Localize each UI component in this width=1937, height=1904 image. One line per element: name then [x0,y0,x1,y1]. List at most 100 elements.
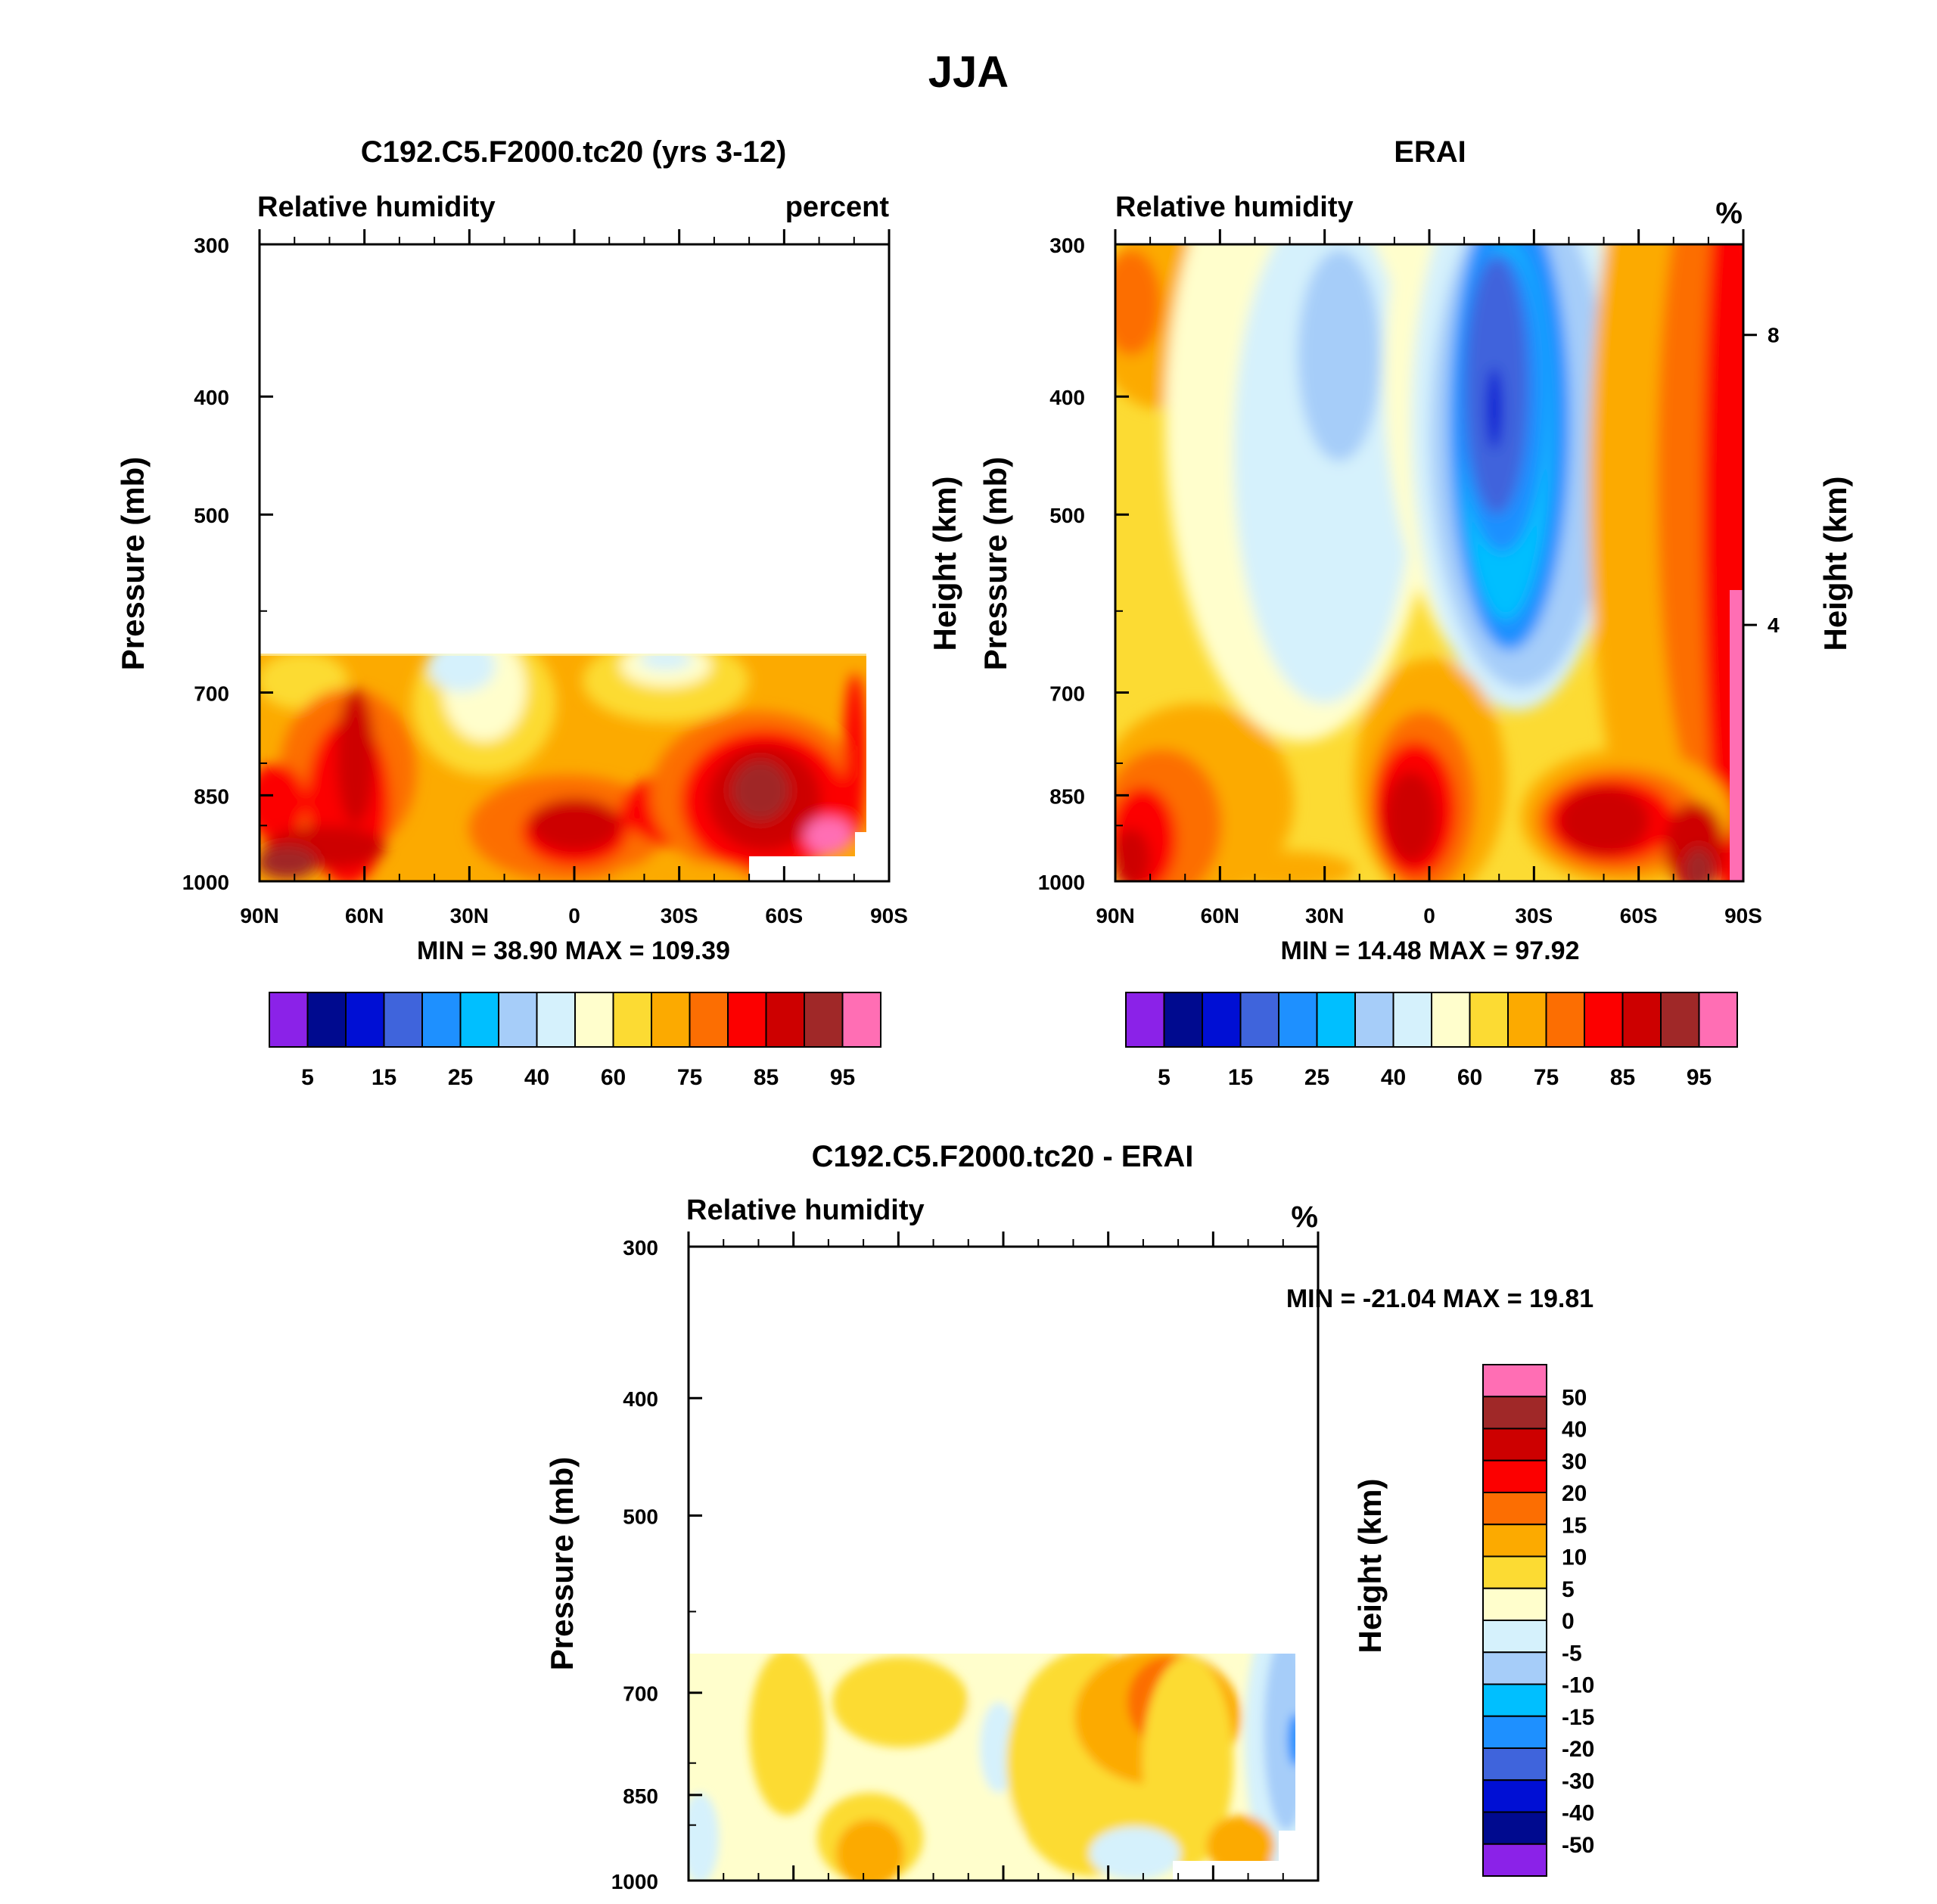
colorbar-label: 15 [1562,1513,1587,1538]
colorbar-box [1482,1779,1547,1813]
colorbar-box [574,992,614,1048]
panel-obs-units: % [1715,197,1743,230]
colorbar-label: -40 [1562,1801,1594,1826]
y-tick-label: 700 [623,1682,658,1706]
x-tick-label: 0 [1423,904,1435,927]
colorbar-label: 25 [1304,1065,1329,1090]
panel-obs-ylabel: Pressure (mb) [978,457,1013,670]
panel-diff-ylabel: Pressure (mb) [544,1457,580,1670]
height-tick-label: 4 [1768,613,1780,637]
colorbar-label: 40 [1381,1065,1406,1090]
y-tick-label: 1000 [611,1870,658,1893]
colorbar-box [727,992,767,1048]
colorbar-box [383,992,423,1048]
diff-contour-field [689,1654,1302,1881]
colorbar-label: 60 [1457,1065,1482,1090]
y-tick-label: 1000 [182,871,229,894]
x-tick-label: 60S [765,904,803,927]
x-tick-label: 60S [1620,904,1658,927]
panel-diff-left-label: Relative humidity [686,1194,925,1226]
x-tick-label: 90N [1096,904,1134,927]
panel-obs-left-label: Relative humidity [1115,191,1354,223]
colorbar-label: 50 [1562,1385,1587,1410]
colorbar-label: 5 [301,1065,314,1090]
panel-diff-units: % [1291,1200,1318,1234]
x-tick-label: 90S [870,904,908,927]
panel-obs-stats: MIN = 14.48 MAX = 97.92 [1281,936,1580,965]
colorbar-box [1482,1459,1547,1493]
panel-obs-xaxis: 90N 60N 30N 0 30S 60S 90S [1096,229,1762,927]
colorbar-label: -10 [1562,1673,1594,1698]
colorbar-label: 5 [1562,1577,1575,1602]
colorbar-label: 75 [677,1065,702,1090]
x-tick-label: 90N [240,904,278,927]
panel-diff: C192.C5.F2000.tc20 - ERAI Relative humid… [544,1140,1594,1904]
y-tick-label: 850 [623,1784,658,1808]
y-tick-label: 850 [1049,784,1085,808]
colorbar-box [1125,992,1165,1048]
panel-model-left-label: Relative humidity [257,191,496,223]
colorbar-box [1698,992,1738,1048]
colorbar-box [1482,1427,1547,1461]
colorbar-box [1392,992,1432,1048]
panel-obs: ERAI Relative humidity % [927,135,1853,1090]
colorbar-box [1163,992,1203,1048]
colorbar-label: -5 [1562,1641,1582,1666]
x-tick-label: 0 [568,904,580,927]
colorbar-box [345,992,385,1048]
y-tick-label: 500 [623,1505,658,1529]
colorbar-box [612,992,652,1048]
y-tick-label: 400 [194,386,229,409]
colorbar-label: 10 [1562,1545,1587,1570]
colorbar-label: 20 [1562,1481,1587,1506]
colorbar-box [1545,992,1585,1048]
panel-obs-colorbar: 5 15 25 40 60 75 85 95 [1125,992,1738,1090]
colorbar-box [1431,992,1471,1048]
x-tick-label: 30N [450,904,489,927]
y-tick-label: 700 [194,682,229,706]
panel-model-title: C192.C5.F2000.tc20 (yrs 3-12) [361,135,787,169]
colorbar-label: 30 [1562,1449,1587,1474]
panel-diff-y2label: Height (km) [1352,1479,1388,1654]
colorbar-label: 15 [1228,1065,1253,1090]
x-tick-label: 60N [345,904,384,927]
colorbar-label: 15 [372,1065,396,1090]
colorbar-label: 25 [448,1065,473,1090]
colorbar-box [1482,1843,1547,1877]
colorbar-label: 60 [601,1065,626,1090]
colorbar-box [1316,992,1356,1048]
colorbar-label: 40 [524,1065,549,1090]
x-tick-label: 30S [1515,904,1553,927]
colorbar-box [536,992,576,1048]
colorbar-box [651,992,691,1048]
model-contour-field [260,654,873,881]
colorbar-box [689,992,729,1048]
y-tick-label: 500 [194,504,229,527]
colorbar-box [1482,1620,1547,1654]
colorbar-label: 85 [1610,1065,1635,1090]
panel-model-units: percent [785,191,890,223]
colorbar-label: 5 [1158,1065,1171,1090]
x-tick-label: 60N [1201,904,1239,927]
colorbar-label: 0 [1562,1609,1575,1634]
colorbar-box [1482,1396,1547,1430]
panel-obs-height-axis: 84 [1743,324,1780,637]
y-tick-label: 1000 [1038,871,1085,894]
y-tick-label: 700 [1049,682,1085,706]
y-tick-label: 850 [194,784,229,808]
colorbar-box [1584,992,1624,1048]
panel-model-stats: MIN = 38.90 MAX = 109.39 [417,936,730,965]
colorbar-box [306,992,347,1048]
panel-diff-title: C192.C5.F2000.tc20 - ERAI [812,1140,1194,1173]
colorbar-label: 75 [1534,1065,1559,1090]
y-tick-label: 300 [623,1236,658,1259]
y-tick-label: 500 [1049,504,1085,527]
colorbar-label: 95 [1687,1065,1712,1090]
figure-title: JJA [928,48,1009,97]
colorbar-box [1482,1811,1547,1845]
panel-model-yaxis: 300 400 500 700 850 1000 [182,234,273,894]
colorbar-box [1482,1683,1547,1717]
colorbar-box [1469,992,1509,1048]
